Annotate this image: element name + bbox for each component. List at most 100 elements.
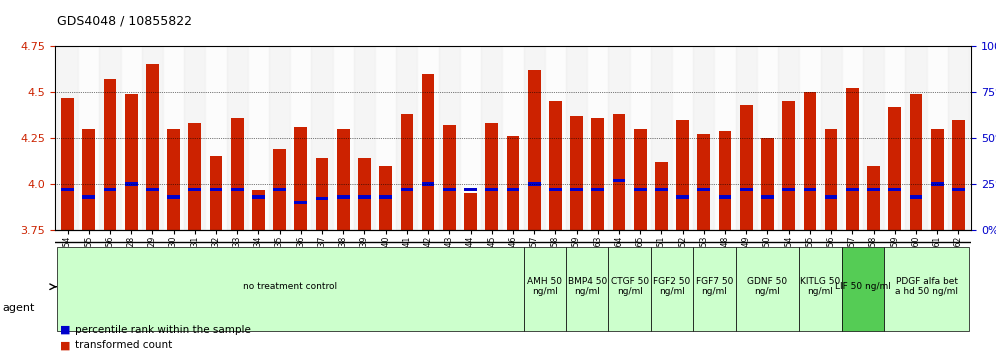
FancyBboxPatch shape xyxy=(800,247,842,331)
Text: transformed count: transformed count xyxy=(75,341,172,350)
Bar xyxy=(464,188,477,191)
Bar xyxy=(141,46,163,230)
Bar xyxy=(697,188,710,191)
Text: LIF 50 ng/ml: LIF 50 ng/ml xyxy=(835,282,890,291)
Bar xyxy=(629,46,650,230)
Text: ■: ■ xyxy=(60,325,71,335)
Bar xyxy=(719,195,731,199)
Bar xyxy=(400,188,413,191)
Bar xyxy=(400,114,413,230)
Bar xyxy=(104,188,117,191)
Bar xyxy=(952,120,965,230)
Bar xyxy=(359,158,371,230)
Bar xyxy=(188,188,201,191)
Bar xyxy=(359,195,371,199)
Bar xyxy=(83,129,95,230)
FancyBboxPatch shape xyxy=(842,247,884,331)
Text: CTGF 50
ng/ml: CTGF 50 ng/ml xyxy=(611,277,648,296)
Bar xyxy=(485,123,498,230)
Bar xyxy=(672,46,693,230)
Bar xyxy=(909,195,922,199)
FancyBboxPatch shape xyxy=(884,247,969,331)
Bar xyxy=(61,98,74,230)
Bar xyxy=(146,188,158,191)
FancyBboxPatch shape xyxy=(57,247,524,331)
Bar xyxy=(438,46,460,230)
Bar xyxy=(931,182,943,186)
Bar xyxy=(396,46,417,230)
Text: AMH 50
ng/ml: AMH 50 ng/ml xyxy=(527,277,563,296)
Bar xyxy=(613,179,625,182)
Bar xyxy=(379,166,392,230)
Bar xyxy=(316,197,329,200)
Bar xyxy=(443,125,456,230)
Bar xyxy=(782,188,795,191)
Bar xyxy=(528,182,541,186)
Bar xyxy=(312,46,333,230)
Bar xyxy=(379,195,392,199)
Bar xyxy=(528,70,541,230)
Bar xyxy=(227,46,248,230)
Bar xyxy=(909,94,922,230)
Bar xyxy=(804,188,817,191)
Bar xyxy=(248,46,269,230)
Text: ■: ■ xyxy=(60,341,71,350)
Bar xyxy=(782,101,795,230)
Bar xyxy=(842,46,863,230)
Bar xyxy=(719,131,731,230)
Bar xyxy=(460,46,481,230)
Bar xyxy=(863,46,884,230)
Bar xyxy=(205,46,227,230)
Bar xyxy=(714,46,736,230)
Bar xyxy=(948,46,969,230)
Bar xyxy=(273,149,286,230)
FancyBboxPatch shape xyxy=(650,247,693,331)
Bar xyxy=(337,195,350,199)
Bar xyxy=(931,129,943,230)
Bar xyxy=(884,46,905,230)
Bar xyxy=(650,46,672,230)
Bar xyxy=(633,129,646,230)
Bar xyxy=(57,46,78,230)
Bar xyxy=(697,135,710,230)
Bar xyxy=(549,188,562,191)
Bar xyxy=(209,188,222,191)
Text: BMP4 50
ng/ml: BMP4 50 ng/ml xyxy=(568,277,607,296)
Bar xyxy=(121,46,141,230)
Bar xyxy=(571,116,583,230)
Bar xyxy=(146,64,158,230)
Bar xyxy=(507,136,519,230)
Bar xyxy=(655,162,667,230)
Bar xyxy=(825,195,838,199)
Bar xyxy=(524,46,545,230)
FancyBboxPatch shape xyxy=(609,247,650,331)
Bar xyxy=(676,195,689,199)
Bar xyxy=(757,46,778,230)
Bar xyxy=(507,188,519,191)
Bar xyxy=(592,188,605,191)
Bar xyxy=(421,182,434,186)
Bar xyxy=(163,46,184,230)
Bar xyxy=(295,127,307,230)
Bar xyxy=(295,201,307,204)
Bar xyxy=(905,46,926,230)
Bar xyxy=(167,195,180,199)
Bar xyxy=(78,46,100,230)
Bar xyxy=(761,195,774,199)
Text: FGF2 50
ng/ml: FGF2 50 ng/ml xyxy=(653,277,690,296)
Bar xyxy=(375,46,396,230)
Bar xyxy=(417,46,438,230)
Bar xyxy=(736,46,757,230)
Bar xyxy=(821,46,842,230)
Text: GDNF 50
ng/ml: GDNF 50 ng/ml xyxy=(747,277,788,296)
Bar xyxy=(888,107,901,230)
Bar xyxy=(888,188,901,191)
Bar xyxy=(443,188,456,191)
Bar xyxy=(740,105,753,230)
Bar xyxy=(868,166,879,230)
Bar xyxy=(104,79,117,230)
Bar xyxy=(316,158,329,230)
Bar xyxy=(655,188,667,191)
Bar xyxy=(549,101,562,230)
Bar xyxy=(868,188,879,191)
